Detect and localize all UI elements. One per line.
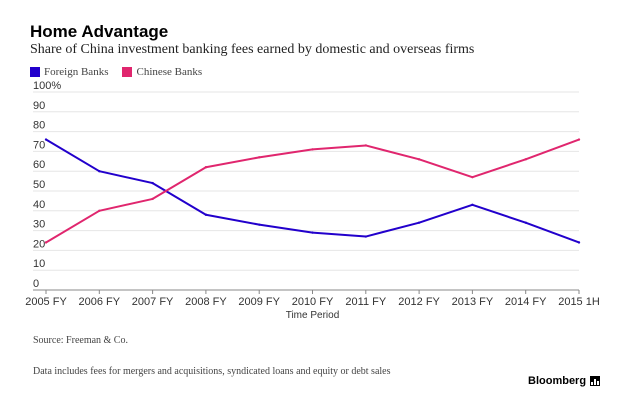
data-note: Data includes fees for mergers and acqui…: [33, 366, 391, 377]
data-point: [524, 221, 527, 224]
legend-swatch-foreign-banks: [30, 67, 40, 77]
source-note: Source: Freeman & Co.: [33, 335, 128, 346]
brand-name: Bloomberg: [528, 375, 587, 387]
chart-subtitle: Share of China investment banking fees e…: [30, 42, 475, 57]
data-point: [417, 158, 421, 161]
data-point: [151, 197, 154, 201]
legend-swatch-chinese-banks: [122, 67, 133, 77]
y-tick-label: 10: [33, 258, 45, 270]
bloomberg-bars-icon: [590, 376, 601, 386]
legend-label-chinese-banks: Chinese Banks: [136, 66, 203, 78]
x-tick-label: 2014 FY: [505, 296, 547, 308]
data-point: [471, 175, 474, 179]
legend-label-foreign-banks: Foreign Banks: [44, 66, 109, 78]
x-tick-label: 2008 FY: [185, 296, 227, 308]
data-point: [204, 166, 208, 169]
y-tick-label: 90: [33, 100, 45, 112]
x-tick-label: 2009 FY: [238, 296, 280, 308]
data-point: [364, 235, 367, 238]
y-tick-label: 80: [33, 120, 45, 132]
y-tick-label: 30: [33, 219, 45, 231]
data-point: [98, 170, 101, 173]
data-point: [98, 209, 101, 212]
y-tick-label: 70: [33, 139, 45, 151]
y-tick-label: 60: [33, 159, 45, 171]
x-tick-label: 2011 FY: [345, 296, 386, 308]
data-point: [364, 144, 367, 147]
y-tick-label: 50: [33, 179, 45, 191]
x-tick-label: 2006 FY: [79, 296, 121, 308]
y-tick-label: 100%: [33, 80, 61, 92]
data-point: [311, 148, 314, 151]
x-tick-label: 2013 FY: [452, 296, 494, 308]
data-point: [471, 203, 474, 207]
data-point: [577, 241, 581, 244]
x-tick-label: 2007 FY: [132, 296, 174, 308]
data-point: [44, 241, 48, 244]
x-tick-label: 2012 FY: [398, 296, 440, 308]
x-tick-label: 2005 FY: [25, 296, 67, 308]
chart-title: Home Advantage: [30, 22, 169, 41]
x-tick-label: 2010 FY: [292, 296, 334, 308]
chart-legend: Foreign Banks Chinese Banks: [30, 66, 216, 78]
data-point: [524, 158, 527, 161]
data-point: [417, 221, 421, 224]
x-axis-label: Time Period: [286, 310, 340, 321]
legend-item-foreign-banks: Foreign Banks: [30, 66, 108, 78]
y-tick-label: 0: [33, 278, 39, 290]
x-tick-label: 2015 1H: [558, 296, 600, 308]
legend-item-chinese-banks: Chinese Banks: [122, 66, 202, 78]
y-tick-label: 20: [33, 238, 45, 250]
data-point: [258, 223, 261, 226]
data-point: [204, 213, 208, 216]
data-point: [311, 231, 314, 234]
data-point: [44, 138, 48, 141]
data-point: [577, 138, 581, 141]
data-point: [258, 156, 261, 159]
bloomberg-logo: Bloomberg: [528, 375, 601, 387]
y-tick-label: 40: [33, 199, 45, 211]
data-point: [151, 181, 154, 185]
